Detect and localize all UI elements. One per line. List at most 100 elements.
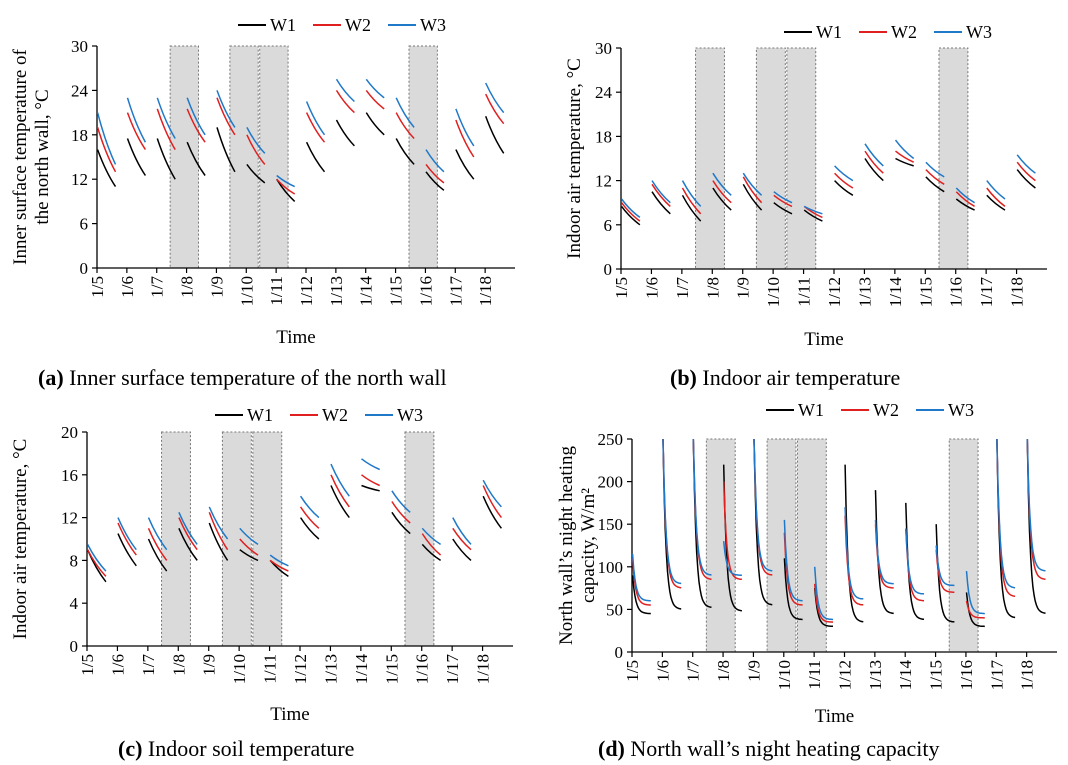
chart-c-series-w3-line — [147, 517, 168, 551]
chart-b-series-w3-line — [925, 161, 945, 178]
chart-b-series-w1-line — [895, 157, 914, 167]
chart-c-x-tick-label: 1/7 — [139, 654, 158, 676]
chart-d-series-w2-line — [935, 549, 955, 594]
chart-c-series-w2-line — [421, 533, 442, 556]
chart-a-series-w3-line — [96, 112, 117, 165]
chart-a-x-tick-label: 1/13 — [327, 276, 346, 306]
caption-d: (d) North wall’s night heating capacity — [598, 736, 940, 762]
chart-b-series-w3-line — [773, 191, 793, 204]
caption-c-tag: (c) — [118, 736, 143, 761]
chart-d-series-w3-line — [662, 438, 682, 585]
chart-c-y-tick-label: 8 — [70, 551, 79, 570]
chart-b-shaded-region — [786, 47, 817, 270]
chart-b-x-tick-label: 1/17 — [977, 277, 996, 308]
chart-a-y-axis-label: Inner surface temperature of — [10, 48, 31, 264]
chart-c-series-w2-line — [147, 528, 168, 561]
chart-d-legend-label: W1 — [798, 400, 824, 420]
chart-c-series-w2-line — [482, 485, 502, 519]
chart-c-series-w1-line — [482, 495, 502, 529]
chart-b-series-w3-line — [1016, 154, 1036, 174]
chart-b-x-axis-label: Time — [804, 329, 843, 350]
chart-d-series-w3-line — [783, 519, 803, 602]
chart-a: 0 6 12 18 24 30 1/5 1/6 1/7 1/8 1/9 1/10 1/11 1/12 1/1… — [10, 15, 515, 348]
chart-b-series-w3-line — [681, 180, 702, 207]
chart-c-series-w3-line — [117, 517, 137, 551]
chart-b-series-w1-line — [681, 194, 702, 222]
chart-c-legend-label: W2 — [322, 405, 348, 425]
chart-a-x-tick-label: 1/15 — [387, 276, 406, 306]
chart-b-x-tick-label: 1/6 — [642, 277, 661, 299]
chart-d-shaded-region — [948, 438, 979, 653]
chart-d-x-axis-label: Time — [815, 706, 854, 727]
chart-c-x-tick-label: 1/5 — [78, 654, 97, 676]
chart-b-series-w1-line — [834, 180, 854, 196]
chart-a-series-w1-line — [335, 119, 355, 147]
chart-b-series-w3-line — [742, 172, 763, 196]
chart-d-series-w3-line — [753, 438, 773, 572]
chart-c-series-w2-line — [452, 527, 472, 551]
chart-b-series-w2-line — [773, 194, 793, 208]
chart-b-x-tick-label: 1/13 — [855, 277, 874, 307]
chart-c-x-tick-label: 1/10 — [230, 654, 249, 684]
chart-a-series-w3-line — [186, 97, 206, 136]
chart-d-y-tick-label: 0 — [615, 643, 624, 662]
chart-d-shaded-region — [766, 438, 797, 653]
caption-d-tag: (d) — [598, 736, 625, 761]
chart-d: 0 50 100 150 200 250 1/5 1/6 1/7 1/8 1/9 1/10 1/11 1/… — [556, 400, 1057, 727]
chart-d-y-tick-label: 150 — [598, 515, 624, 534]
chart-b-legend-label: W3 — [966, 22, 992, 42]
chart-panel-c: 0 4 8 12 16 20 1/5 1/6 1/7 1/8 1/9 1/10 1/11 1/12 1/13… — [0, 400, 534, 725]
chart-c-x-tick-label: 1/16 — [413, 654, 432, 684]
chart-d-series-w3-line — [905, 528, 925, 595]
chart-c-y-tick-label: 16 — [61, 466, 78, 485]
chart-b-x-tick-label: 1/11 — [795, 277, 814, 307]
chart-c-series-w1-line — [421, 543, 442, 562]
chart-d-x-tick-label: 1/9 — [744, 660, 763, 682]
chart-b-series-w2-line — [955, 191, 975, 208]
chart-a-shaded-region — [229, 45, 259, 269]
chart-a-series-w3-line — [335, 78, 355, 103]
chart-d-series-w1-line — [1026, 438, 1046, 614]
chart-a-series-w3-line — [425, 149, 445, 173]
chart-c-x-tick-label: 1/18 — [474, 654, 493, 684]
chart-d-y-tick-label: 100 — [598, 558, 624, 577]
chart-c-series-w3-line — [178, 512, 198, 545]
caption-b: (b) Indoor air temperature — [670, 365, 900, 391]
chart-c-series-w3-line — [86, 544, 107, 572]
chart-d-series-w1-line — [935, 524, 955, 623]
chart-d-series-w2-line — [783, 532, 803, 606]
chart-c-x-tick-label: 1/14 — [352, 654, 371, 685]
chart-d-series-w1-line — [631, 575, 651, 615]
caption-a: (a) Inner surface temperature of the nor… — [38, 365, 447, 391]
chart-a-y-tick-label: 18 — [71, 126, 88, 145]
chart-b-series-w1-line — [651, 191, 671, 215]
chart-c-legend-label: W3 — [397, 405, 423, 425]
chart-d-series-w1-line — [813, 588, 833, 628]
chart-a-x-tick-label: 1/17 — [446, 276, 465, 307]
chart-c-series-w1-line — [330, 485, 350, 519]
chart-d-legend-label: W3 — [948, 400, 974, 420]
chart-b-x-tick-label: 1/15 — [916, 277, 935, 307]
chart-a-series-w3-line — [395, 97, 415, 128]
chart-a-series-w2-line — [246, 134, 266, 165]
chart-b-series-w2-line — [864, 150, 884, 174]
chart-c-series-w3-line — [421, 527, 442, 546]
chart-b-x-tick-label: 1/18 — [1008, 277, 1027, 307]
chart-c-series-w3-line — [452, 517, 472, 545]
chart-a-series-w3-line — [246, 127, 266, 154]
chart-a-series-w1-line — [305, 141, 326, 173]
chart-a-y-tick-label: 24 — [71, 81, 89, 100]
chart-d-series-w2-line — [965, 600, 985, 619]
chart-a-y-tick-label: 30 — [71, 37, 88, 56]
chart-b-series-w2-line — [681, 187, 702, 215]
chart-d-series-w1-line — [722, 464, 742, 612]
chart-a-series-w1-line — [96, 149, 117, 188]
chart-a-series-w2-line — [425, 163, 445, 184]
chart-a-series-w1-line — [455, 149, 475, 180]
chart-c-series-w2-line — [239, 538, 259, 556]
chart-a-series-w2-line — [156, 108, 176, 150]
chart-a-series-w1-line — [126, 138, 147, 176]
chart-d-series-w3-line — [996, 438, 1016, 589]
chart-b-x-tick-label: 1/14 — [886, 277, 905, 308]
chart-d-x-tick-label: 1/15 — [927, 660, 946, 690]
